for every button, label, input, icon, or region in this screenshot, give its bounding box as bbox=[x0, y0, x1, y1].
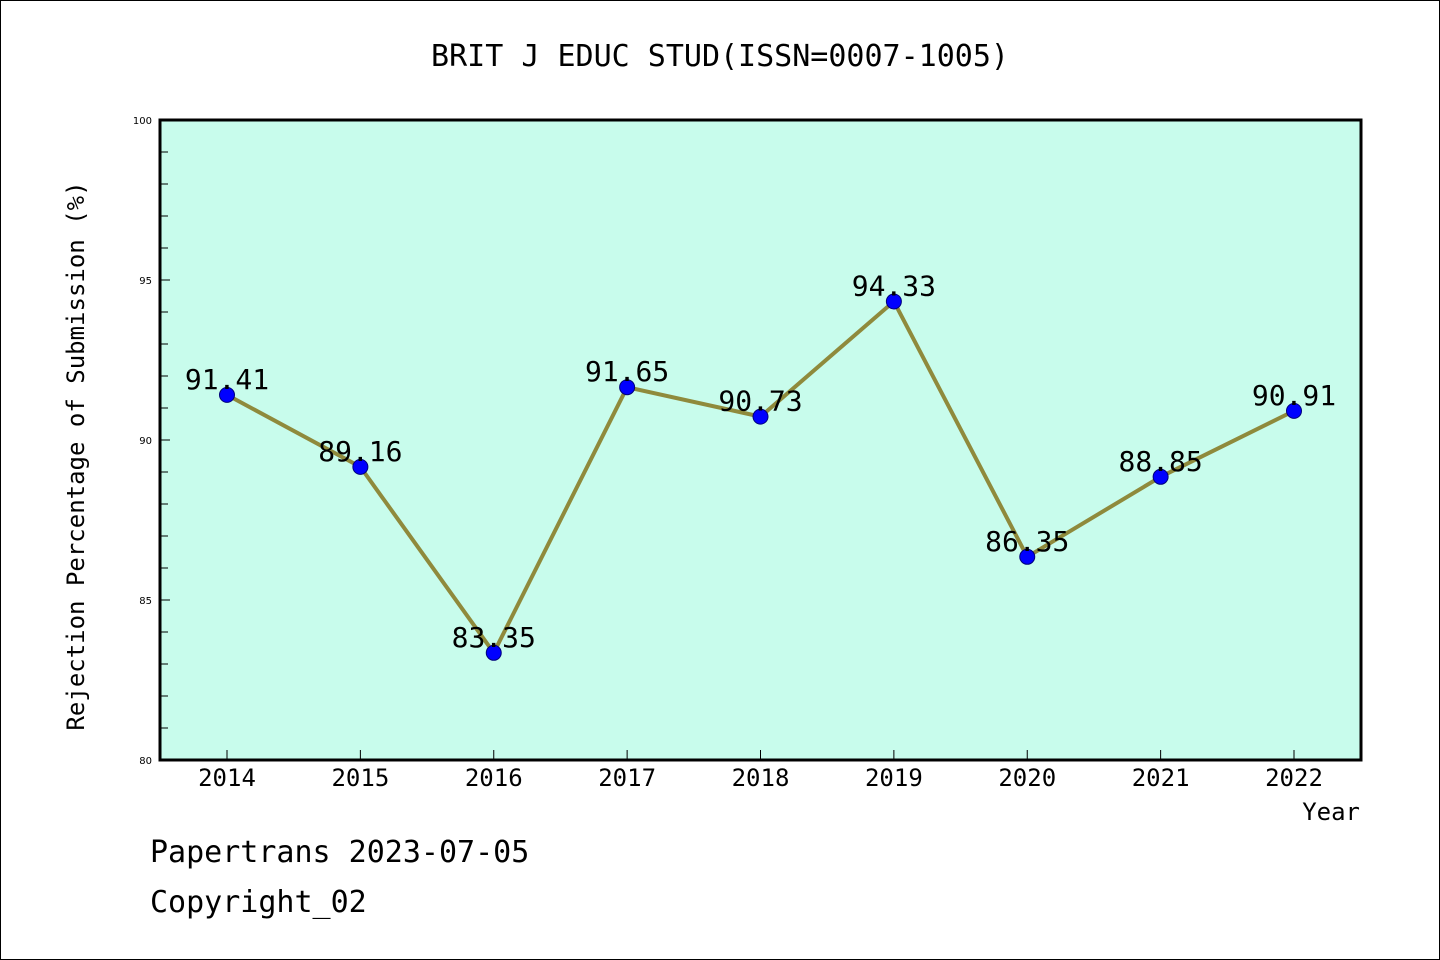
data-label: 86.35 bbox=[985, 525, 1069, 558]
data-labels: 91.41 89.16 83.35 91.65 90.73 94.33 86.35 88.85… bbox=[185, 269, 1336, 653]
y-axis-label: Rejection Percentage of Submission (%) bbox=[62, 181, 90, 730]
x-axis: 2014 2015 2016 2017 2018 2019 2020 2021 2022 bbox=[198, 750, 1323, 792]
series-line-group bbox=[219, 293, 1302, 661]
data-point bbox=[352, 458, 369, 475]
x-tick-label: 2016 bbox=[465, 764, 523, 792]
x-tick-label: 2014 bbox=[198, 764, 256, 792]
y-tick-label: 100 bbox=[133, 116, 152, 127]
data-label: 90.91 bbox=[1252, 379, 1336, 412]
x-tick-label: 2018 bbox=[732, 764, 790, 792]
y-tick-label: 95 bbox=[139, 276, 152, 287]
data-label: 83.35 bbox=[452, 621, 536, 654]
data-point bbox=[885, 293, 902, 310]
plot-area bbox=[158, 118, 1363, 762]
data-point bbox=[1286, 402, 1302, 419]
footer-copyright: Copyright_02 bbox=[150, 885, 367, 920]
data-point bbox=[1152, 468, 1169, 485]
x-tick-label: 2020 bbox=[998, 764, 1056, 792]
data-point bbox=[619, 379, 636, 396]
data-point bbox=[1019, 548, 1036, 565]
footer-date: Papertrans 2023-07-05 bbox=[150, 835, 530, 870]
data-point bbox=[485, 644, 502, 661]
x-tick-label: 2021 bbox=[1132, 764, 1190, 792]
y-tick-label: 90 bbox=[139, 436, 152, 447]
data-label: 94.33 bbox=[852, 269, 936, 302]
data-label: 89.16 bbox=[318, 435, 402, 468]
y-axis: 80 85 90 95 100 bbox=[133, 116, 170, 767]
data-point bbox=[219, 386, 235, 403]
data-label: 90.73 bbox=[718, 385, 802, 418]
data-label: 91.65 bbox=[585, 355, 669, 388]
chart-title: BRIT J EDUC STUD(ISSN=0007-1005) bbox=[431, 39, 1009, 74]
y-tick-label: 85 bbox=[139, 596, 152, 607]
x-tick-label: 2015 bbox=[331, 764, 389, 792]
data-label: 91.41 bbox=[185, 363, 269, 396]
y-tick-label: 80 bbox=[139, 756, 152, 767]
data-point bbox=[752, 408, 769, 425]
x-tick-label: 2022 bbox=[1265, 764, 1323, 792]
x-tick-label: 2017 bbox=[598, 764, 656, 792]
data-label: 88.85 bbox=[1118, 445, 1202, 478]
x-axis-label: Year bbox=[1302, 798, 1360, 826]
x-tick-label: 2019 bbox=[865, 764, 923, 792]
